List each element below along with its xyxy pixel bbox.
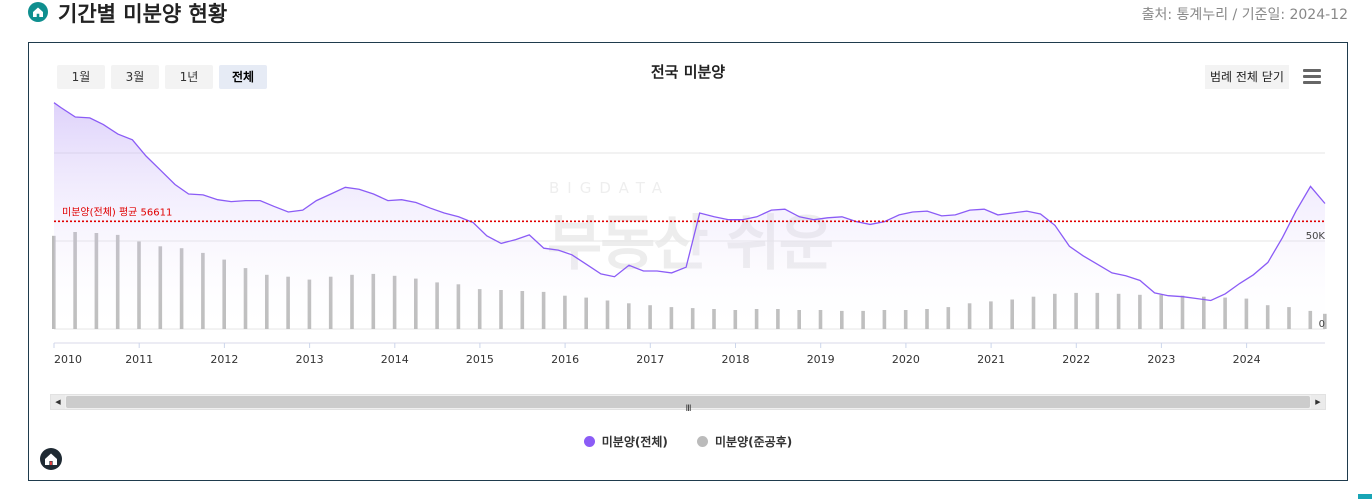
y-tick-label-0: 0	[1319, 319, 1325, 330]
legend-close-all-button[interactable]: 범례 전체 닫기	[1205, 65, 1289, 89]
x-tick-label: 2014	[381, 353, 409, 366]
x-tick-label: 2013	[296, 353, 324, 366]
bar-mark	[52, 235, 56, 329]
average-line-label: 미분양(전체) 평균 56611	[62, 206, 172, 218]
scroll-grip: III	[685, 404, 692, 414]
range-button-1y[interactable]: 1년	[165, 65, 213, 89]
x-tick-label: 2011	[125, 353, 153, 366]
x-tick-label: 2019	[807, 353, 835, 366]
source-text: 출처: 통계누리 / 기준일: 2024-12	[1141, 7, 1348, 23]
page-header: 기간별 미분양 현황 출처: 통계누리 / 기준일: 2024-12	[28, 0, 1348, 26]
scroll-left-arrow-icon[interactable]: ◀	[51, 395, 65, 409]
x-tick-label: 2015	[466, 353, 494, 366]
scroll-thumb[interactable]: III	[66, 396, 1310, 414]
total-line	[53, 102, 1326, 302]
x-tick-label: 2020	[892, 353, 920, 366]
x-tick-label: 2010	[54, 353, 82, 366]
range-button-1m[interactable]: 1월	[57, 65, 105, 89]
x-tick-label: 2018	[722, 353, 750, 366]
legend-label-total: 미분양(전체)	[601, 435, 668, 449]
range-button-3m[interactable]: 3월	[111, 65, 159, 89]
hamburger-menu-icon[interactable]	[1303, 69, 1323, 85]
legend-item-total[interactable]: 미분양(전체)	[583, 433, 668, 450]
chart-plot: 미분양(전체) 평균 56611 50K 0 2010 2011 2012 2013 2…	[52, 102, 1327, 366]
x-tick-label: 2021	[977, 353, 1005, 366]
x-tick-label: 2016	[551, 353, 579, 366]
scroll-right-arrow-icon[interactable]: ▶	[1311, 395, 1325, 409]
home-logo-icon[interactable]	[40, 448, 62, 470]
x-tick-label: 2023	[1147, 353, 1175, 366]
chart-title: 전국 미분양	[650, 63, 726, 81]
legend-item-completed[interactable]: 미분양(준공후)	[697, 433, 792, 450]
x-tick-label: 2012	[210, 353, 238, 366]
x-tick-label: 2017	[636, 353, 664, 366]
y-tick-label-50k: 50K	[1306, 231, 1326, 242]
chart-panel: 1월 3월 1년 전체 전국 미분양 범례 전체 닫기 BIGDATA 부동산 …	[28, 42, 1348, 481]
total-area	[54, 102, 1325, 329]
legend-dot-total	[583, 436, 595, 447]
range-button-all[interactable]: 전체	[219, 65, 267, 89]
x-tick-label: 2022	[1062, 353, 1090, 366]
legend-label-completed: 미분양(준공후)	[715, 435, 793, 449]
page-title: 기간별 미분양 현황	[58, 2, 228, 26]
corner-accent	[1358, 494, 1372, 499]
x-ticks-layer: 2010 2011 2012 2013 2014 2015 2016 2017 2018 2019…	[53, 343, 1261, 366]
chart-legend: 미분양(전체) 미분양(준공후)	[29, 431, 1347, 450]
legend-dot-completed	[697, 436, 709, 447]
home-icon	[28, 2, 48, 22]
chart-scrollbar[interactable]: ◀ III ▶	[50, 394, 1326, 414]
x-tick-label: 2024	[1233, 353, 1261, 366]
